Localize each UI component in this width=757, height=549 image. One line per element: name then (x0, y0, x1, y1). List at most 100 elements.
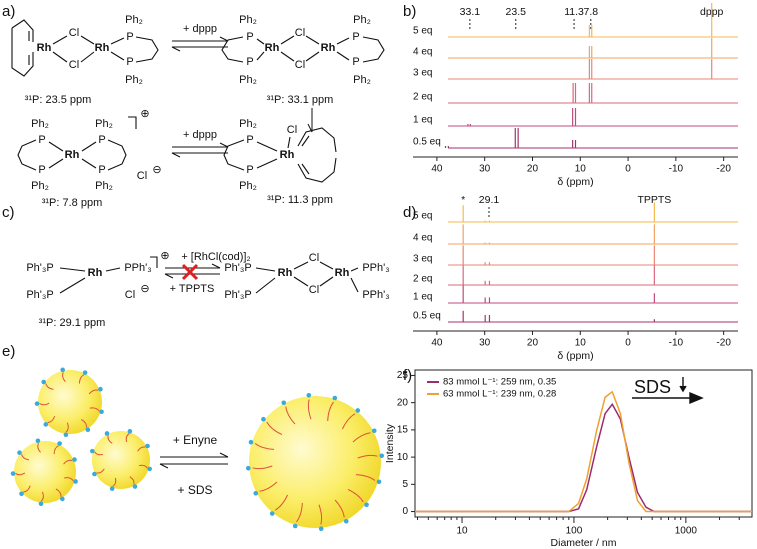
surfactant-tail (274, 494, 289, 511)
x-tick-label: -10 (669, 164, 684, 175)
atom: P (98, 164, 105, 176)
atom: Rh (280, 149, 295, 161)
atom: Cl (309, 252, 319, 264)
surfactant-tail (266, 421, 283, 436)
x-tick-label: 30 (479, 164, 491, 175)
surfactant-head (109, 486, 115, 491)
atom: Cl (69, 27, 79, 39)
peak-annotation: 11.3 (564, 6, 584, 18)
series-label: 4 eq (413, 47, 432, 58)
surfactant-tail (259, 481, 278, 492)
atom: Cl (125, 289, 135, 301)
y-tick-label: 15 (397, 425, 409, 436)
surfactant-head (248, 439, 254, 445)
bond (223, 127, 337, 183)
charge: ⊕ (160, 250, 169, 262)
atom: P (246, 56, 253, 68)
annotation: SDS (634, 377, 671, 397)
reagent: + TPPTS (170, 283, 215, 295)
surfactant-tail (347, 488, 364, 503)
atom: Ph₂ (239, 14, 257, 26)
atom: Rh (278, 267, 293, 279)
surfactant-tail (81, 419, 87, 428)
atom: Ph₂ (353, 14, 371, 26)
atom: P (246, 31, 253, 43)
series-label: 2 eq (413, 92, 432, 103)
series-label: 0.5 eq (413, 137, 441, 148)
shift-label: ³¹P: 23.5 ppm (25, 94, 92, 106)
x-tick-label: 20 (527, 338, 539, 349)
atom: Rh (265, 42, 280, 54)
atom: Ph₂ (353, 74, 371, 86)
surfactant-head (245, 465, 251, 471)
panel-label: b) (403, 3, 416, 20)
x-tick-label: 20 (527, 164, 539, 175)
reagent: + dppp (183, 23, 217, 35)
charge: ⊖ (152, 164, 161, 176)
surfactant-tail (63, 459, 73, 465)
y-tick-label: 10 (397, 452, 409, 463)
atom: Rh (335, 267, 350, 279)
atom: PPh'₃ (362, 262, 389, 274)
charge: ⊖ (140, 283, 149, 295)
surfactant-tail (107, 435, 113, 444)
surfactant-head (147, 466, 152, 472)
panel-label: e) (2, 343, 15, 360)
atom: Ph₂ (95, 180, 113, 192)
surfactant-tail (334, 499, 345, 518)
legend-label: 63 mmol L⁻¹: 239 nm, 0.28 (443, 389, 556, 400)
atom: Rh (37, 42, 52, 54)
surfactant-tail (296, 502, 303, 523)
panel-label: c) (2, 204, 15, 221)
surfactant-tail (47, 415, 56, 424)
surfactant-tail (64, 477, 74, 482)
shift-label: ³¹P: 11.3 ppm (267, 194, 333, 206)
surfactant-head (318, 526, 324, 532)
surfactant-head (355, 408, 361, 413)
surfactant-head (364, 502, 369, 508)
surfactant-head (132, 484, 138, 489)
surfactant-head (104, 431, 110, 436)
blocked-mark (181, 263, 199, 281)
surfactant-tail (53, 445, 59, 455)
surfactant-tail (355, 474, 376, 481)
reagent: + Enyne (173, 433, 218, 447)
atom: Ph₂ (125, 74, 143, 86)
surfactant-tail (327, 401, 334, 422)
peak-annotation: 23.5 (506, 6, 527, 18)
surfactant-head (281, 400, 287, 406)
equilibrium-arrow (164, 263, 221, 279)
surfactant-tail (45, 383, 54, 390)
peak-annotation: TPPTS (637, 194, 671, 206)
surfactant-head (292, 523, 298, 529)
atom: P (38, 134, 45, 146)
atom: Rh (65, 149, 80, 161)
surfactant-head (17, 450, 22, 455)
x-tick-label: 0 (625, 338, 631, 349)
surfactant-head (332, 395, 338, 401)
series-label: 2 eq (413, 274, 432, 285)
peak-annotation: 29.1 (479, 194, 500, 206)
atom: PPh'₃ (362, 289, 389, 301)
surfactant-tail (88, 389, 99, 395)
surfactant-head (34, 401, 40, 406)
atom: P (126, 56, 133, 68)
shift-label: ³¹P: 29.1 ppm (39, 317, 106, 329)
surfactant-head (10, 471, 16, 476)
y-tick-label: 0 (402, 506, 408, 517)
y-tick-label: 20 (397, 397, 409, 408)
molecule: Ph'₃P Rh Cl Cl Rh PPh'₃ Ph'₃P PPh'₃ (224, 252, 389, 301)
surfactant-tail (129, 476, 135, 485)
surfactant-tail (15, 472, 26, 476)
surfactant-tail (307, 399, 312, 420)
series-label: 1 eq (413, 115, 432, 126)
atom: Rh (95, 42, 110, 54)
surfactant-tail (138, 464, 148, 469)
molecule: Ph₂ P P Ph₂ Rh Ph₂ P P Ph₂ Cl ⊕ ⊖ ³¹P: 7… (17, 108, 162, 209)
surfactant-head (38, 501, 44, 507)
y-tick-label: 5 (402, 479, 408, 490)
reagent: + dppp (183, 129, 217, 141)
surfactant-head (343, 518, 349, 524)
atom: Cl (295, 59, 305, 71)
